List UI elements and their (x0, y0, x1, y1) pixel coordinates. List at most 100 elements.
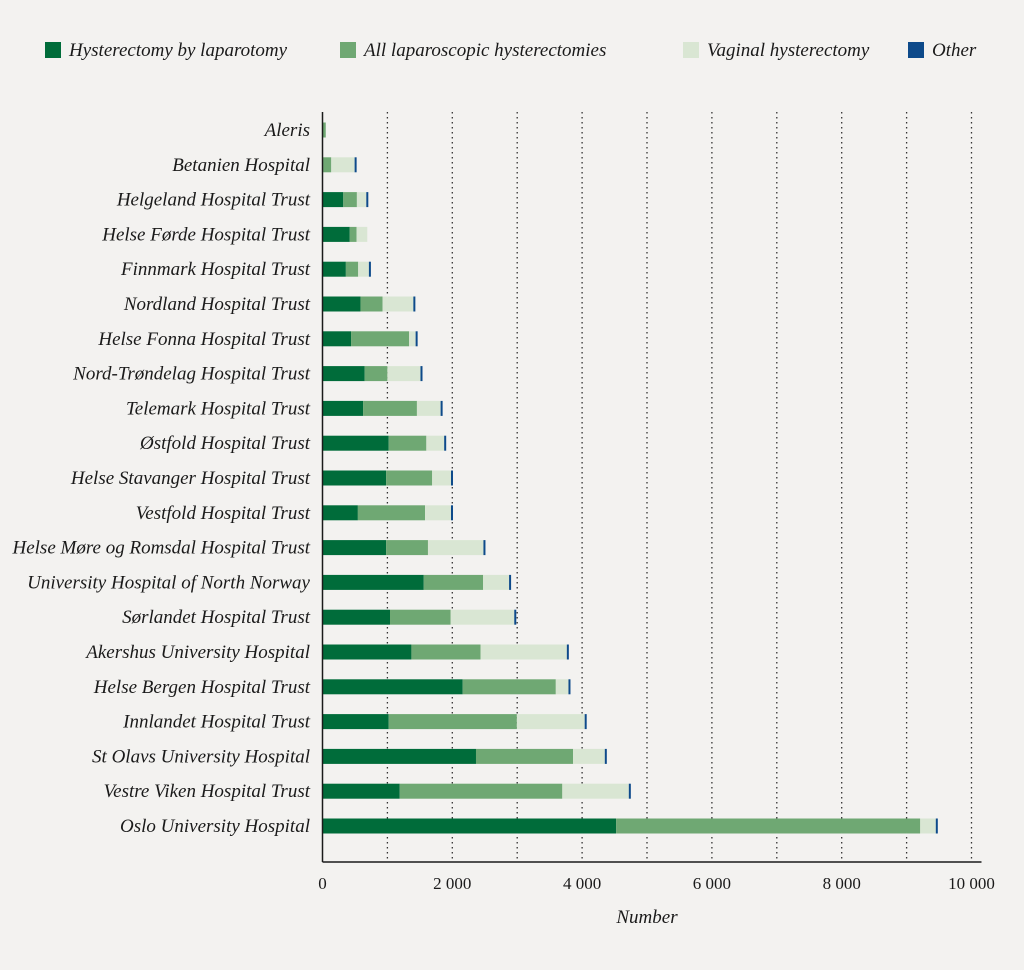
x-tick-label: 6 000 (693, 874, 731, 893)
bar-vaginal-hysterectomy (426, 435, 445, 451)
bar-hysterectomy-by-laparotomy (322, 400, 364, 416)
category-label: University Hospital of North Norway (27, 572, 310, 593)
bar-vaginal-hysterectomy (387, 366, 421, 382)
bar-all-laparoscopic-hysterectomies (363, 400, 417, 416)
bar-all-laparoscopic-hysterectomies (343, 192, 357, 208)
bar-hysterectomy-by-laparotomy (322, 226, 350, 242)
bar-other (354, 157, 357, 173)
category-label: Sørlandet Hospital Trust (122, 607, 311, 628)
bar-vaginal-hysterectomy (331, 157, 355, 173)
category-label: Finnmark Hospital Trust (120, 259, 311, 280)
bar-other (628, 783, 631, 799)
bar-vaginal-hysterectomy (450, 609, 515, 625)
bar-other (584, 714, 587, 730)
category-label: Innlandet Hospital Trust (122, 712, 311, 733)
bar-all-laparoscopic-hysterectomies (388, 714, 517, 730)
gridlines (386, 112, 973, 862)
category-label: Helse Førde Hospital Trust (101, 224, 310, 245)
bar-other (366, 192, 369, 208)
category-label: St Olavs University Hospital (92, 746, 310, 767)
bar-all-laparoscopic-hysterectomies (357, 505, 426, 521)
bar-vaginal-hysterectomy (356, 192, 367, 208)
legend-label: Other (932, 40, 977, 61)
x-tick-label: 10 000 (948, 874, 995, 893)
bar-vaginal-hysterectomy (416, 400, 441, 416)
bar-vaginal-hysterectomy (480, 644, 567, 660)
x-tick-label: 4 000 (563, 874, 601, 893)
x-tick-label: 8 000 (823, 874, 861, 893)
bar-vaginal-hysterectomy (573, 748, 605, 764)
bar-vaginal-hysterectomy (382, 296, 414, 312)
category-label: Helse Bergen Hospital Trust (93, 677, 311, 698)
legend-swatch (45, 42, 61, 58)
bar-hysterectomy-by-laparotomy (322, 748, 476, 764)
category-label: Helse Stavanger Hospital Trust (70, 468, 311, 489)
bar-other (483, 540, 486, 556)
bar-hysterectomy-by-laparotomy (322, 296, 361, 312)
bar-hysterectomy-by-laparotomy (322, 574, 424, 590)
category-label: Nordland Hospital Trust (123, 294, 311, 315)
bar-hysterectomy-by-laparotomy (322, 261, 346, 277)
bar-hysterectomy-by-laparotomy (322, 818, 617, 834)
bar-vaginal-hysterectomy (555, 679, 569, 695)
bar-all-laparoscopic-hysterectomies (360, 296, 383, 312)
bar-all-laparoscopic-hysterectomies (389, 609, 451, 625)
bar-all-laparoscopic-hysterectomies (364, 366, 388, 382)
category-label: Østfold Hospital Trust (139, 433, 311, 454)
bar-vaginal-hysterectomy (920, 818, 936, 834)
category-label: Oslo University Hospital (120, 816, 310, 837)
bar-hysterectomy-by-laparotomy (322, 609, 390, 625)
bar-other (440, 400, 443, 416)
legend-label: All laparoscopic hysterectomies (362, 40, 606, 61)
bar-all-laparoscopic-hysterectomies (386, 540, 428, 556)
bar-other (444, 435, 447, 451)
category-label: Aleris (263, 120, 310, 141)
axes: 0 2 000 4 000 6 000 8 000 10 000 (318, 112, 995, 893)
bar-other (568, 679, 571, 695)
category-label: Betanien Hospital (172, 155, 310, 176)
bar-other (415, 331, 418, 347)
category-label: Vestre Viken Hospital Trust (104, 781, 311, 802)
bar-all-laparoscopic-hysterectomies (411, 644, 481, 660)
bar-all-laparoscopic-hysterectomies (322, 122, 326, 138)
bar-all-laparoscopic-hysterectomies (423, 574, 484, 590)
bar-hysterectomy-by-laparotomy (322, 192, 344, 208)
bar-hysterectomy-by-laparotomy (322, 366, 365, 382)
category-label: Helse Møre og Romsdal Hospital Trust (12, 538, 311, 559)
bar-vaginal-hysterectomy (425, 505, 452, 521)
x-axis-label: Number (615, 907, 678, 928)
x-tick-label: 0 (318, 874, 327, 893)
bar-hysterectomy-by-laparotomy (322, 783, 400, 799)
bar-other (514, 609, 517, 625)
category-labels: Aleris Betanien Hospital Helgeland Hospita… (12, 120, 311, 837)
bar-all-laparoscopic-hysterectomies (351, 331, 410, 347)
x-tick-label: 2 000 (433, 874, 471, 893)
bar-all-laparoscopic-hysterectomies (616, 818, 921, 834)
bar-other (451, 505, 454, 521)
category-label: Telemark Hospital Trust (126, 398, 311, 419)
bar-vaginal-hysterectomy (483, 574, 510, 590)
bars (322, 122, 938, 834)
legend-label: Hysterectomy by laparotomy (68, 40, 288, 61)
bar-vaginal-hysterectomy (432, 470, 452, 486)
category-label: Nord-Trøndelag Hospital Trust (72, 364, 311, 385)
category-label: Helgeland Hospital Trust (116, 190, 311, 211)
bar-other (413, 296, 416, 312)
bar-other (604, 748, 607, 764)
bar-other (368, 261, 371, 277)
bar-all-laparoscopic-hysterectomies (345, 261, 359, 277)
bar-all-laparoscopic-hysterectomies (462, 679, 556, 695)
legend-swatch (908, 42, 924, 58)
category-label: Helse Fonna Hospital Trust (97, 329, 310, 350)
bar-hysterectomy-by-laparotomy (322, 679, 463, 695)
bar-vaginal-hysterectomy (358, 261, 369, 277)
bar-vaginal-hysterectomy (356, 226, 368, 242)
legend-swatch (683, 42, 699, 58)
bar-all-laparoscopic-hysterectomies (323, 157, 332, 173)
category-label: Vestfold Hospital Trust (136, 503, 311, 524)
bar-hysterectomy-by-laparotomy (322, 505, 358, 521)
bar-all-laparoscopic-hysterectomies (386, 470, 433, 486)
bar-hysterectomy-by-laparotomy (322, 714, 389, 730)
legend: Hysterectomy by laparotomy All laparoscop… (45, 40, 977, 61)
bar-hysterectomy-by-laparotomy (322, 331, 352, 347)
